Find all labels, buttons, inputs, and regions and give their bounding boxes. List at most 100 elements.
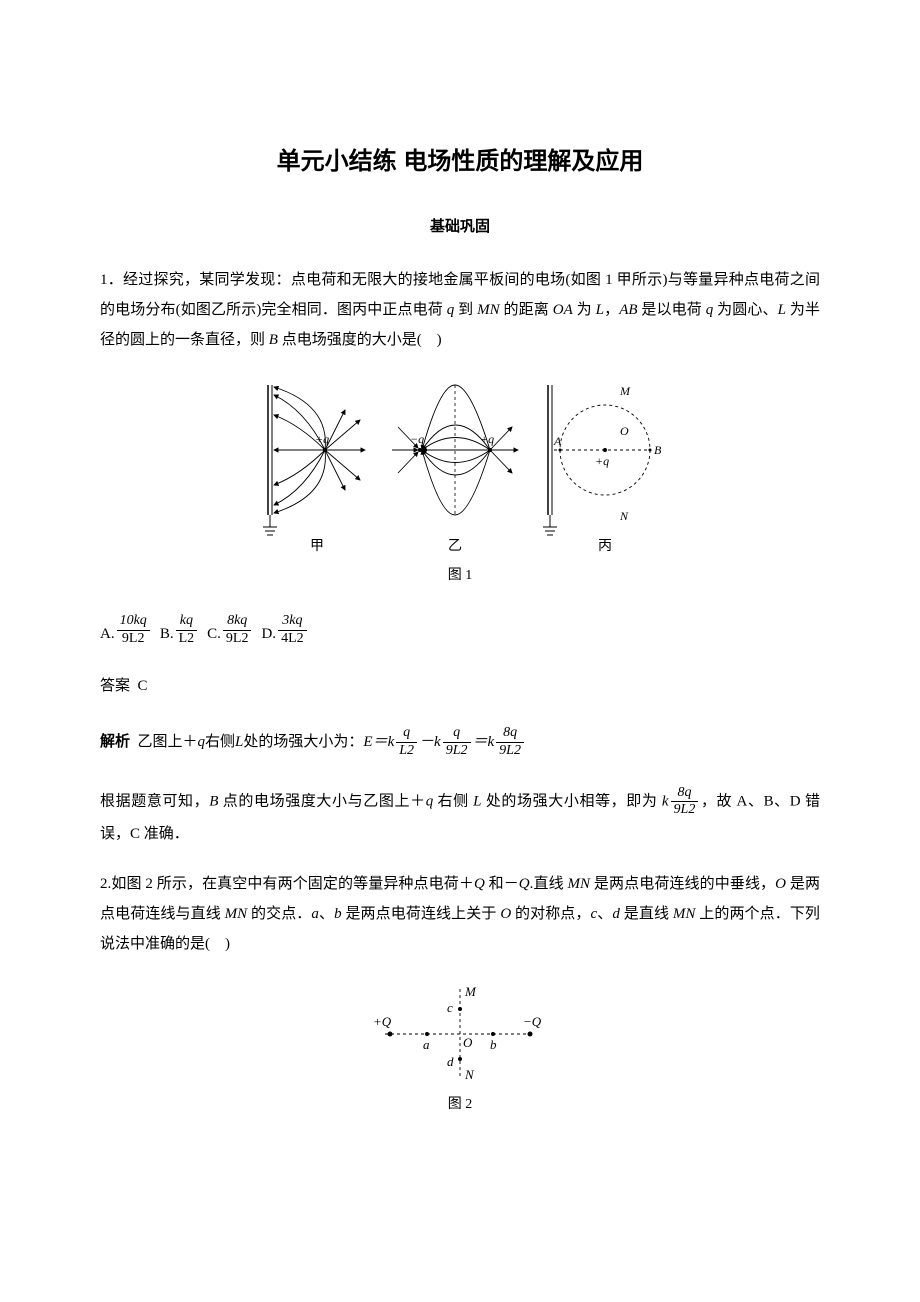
q2-d: d [612,906,620,922]
fig2-svg: +Q −Q M N c d a b O [365,984,555,1084]
option-d-num: 3kq [278,613,307,631]
q2-p9: 的对称点， [511,906,590,922]
q1-answer: 答案 C [100,673,820,700]
svg-text:丙: 丙 [598,539,612,554]
svg-text:c: c [447,1000,453,1015]
svg-text:N: N [619,509,629,523]
fig2-caption: 图 2 [100,1092,820,1117]
option-d-label: D. [261,621,276,648]
option-a-num: 10kq [117,613,150,631]
option-c-frac: 8kq 9L2 [223,613,252,648]
fig1-caption: 图 1 [100,563,820,588]
svg-text:N: N [464,1067,475,1082]
q2-p7: 、 [319,906,334,922]
q2-p8: 是两点电荷连线上关于 [342,906,501,922]
q2-a: a [311,906,319,922]
q1-p4: 为 [577,302,596,318]
q2-text: 2.如图 2 所示，在真空中有两个固定的等量异种点电荷＋Q 和－Q.直线 MN … [100,869,820,959]
q2-p10: 、 [597,906,612,922]
svg-text:A: A [553,434,562,448]
svg-text:b: b [490,1037,497,1052]
section-subtitle: 基础巩固 [100,213,820,240]
q1-analysis-p2: 根据题意可知，B 点的电场强度大小与乙图上＋q 右侧 L 处的场强大小相等，即为… [100,785,820,850]
q2-o2: O [500,906,511,922]
q1-text: 1．经过探究，某同学发现：点电荷和无限大的接地金属平板间的电场(如图 1 甲所示… [100,265,820,355]
option-d-frac: 3kq 4L2 [278,613,307,648]
answer-value: C [138,678,148,694]
fig1-svg: +q 甲 −q +q [250,380,670,555]
svg-text:M: M [619,384,631,398]
option-a-frac: 10kq 9L2 [117,613,150,648]
an-t5: 点的电场强度大小与乙图上＋ [218,793,425,809]
an-k: k [662,793,669,809]
q1-var-l2: L [778,302,786,318]
q1-var-ab: AB [619,302,637,318]
q2-p11: 是直线 [620,906,673,922]
q1-analysis: 解析 乙图上＋q 右侧 L 处的场强大小为：E＝kqL2－kq9L2＝k8q9L… [100,725,820,760]
q1-p2: 到 [454,302,477,318]
q1-p5: ， [604,302,619,318]
an-t7: 处的场强大小相等，即为 [481,793,661,809]
option-c: C. 8kq 9L2 [207,613,253,648]
option-c-num: 8kq [223,613,252,631]
option-b-num: kq [176,613,198,631]
svg-text:O: O [620,424,629,438]
q2-mn: MN [568,876,591,892]
svg-text:−q: −q [410,432,424,446]
q2-Q1: Q [474,876,485,892]
an-t6: 右侧 [433,793,473,809]
q2-p2: 和－ [485,876,519,892]
figure-2: +Q −Q M N c d a b O 图 2 [100,984,820,1117]
svg-text:B: B [654,443,662,457]
analysis-t2: 右侧 [205,729,235,756]
option-b: B. kq L2 [160,613,199,648]
q1-options: A. 10kq 9L2 B. kq L2 C. 8kq 9L2 D. 3kq 4… [100,613,820,648]
option-a: A. 10kq 9L2 [100,613,152,648]
an-minus: －k [419,729,441,756]
option-d: D. 3kq 4L2 [261,613,308,648]
option-c-label: C. [207,621,221,648]
q2-o: O [775,876,786,892]
an-f1: qL2 [396,725,417,760]
svg-text:−Q: −Q [523,1014,542,1029]
q2-mn3: MN [673,906,696,922]
option-d-den: 4L2 [278,631,307,648]
option-a-den: 9L2 [117,631,150,648]
analysis-t1: 乙图上＋ [138,729,198,756]
q1-var-l: L [596,302,604,318]
an-rf: 8q9L2 [671,785,699,820]
q1-var-oa: OA [553,302,573,318]
svg-text:+q: +q [480,432,494,446]
svg-text:+q: +q [595,454,609,468]
q1-p7: 为圆心、 [713,302,777,318]
an-l: L [235,729,243,756]
an-f2: q9L2 [443,725,471,760]
svg-text:d: d [447,1054,454,1069]
analysis-t3: 处的场强大小为： [243,729,363,756]
svg-text:乙: 乙 [448,538,462,554]
svg-text:a: a [423,1037,430,1052]
figure-1: +q 甲 −q +q [100,380,820,588]
page-title: 单元小结练 电场性质的理解及应用 [100,140,820,183]
option-b-frac: kq L2 [176,613,198,648]
option-a-label: A. [100,621,115,648]
q1-p6: 是以电荷 [638,302,706,318]
q2-p6: 的交点． [247,906,311,922]
q2-b: b [334,906,342,922]
option-c-den: 9L2 [223,631,252,648]
option-b-den: L2 [176,631,198,648]
q2-mn2: MN [225,906,248,922]
an-eq: E＝k [363,729,394,756]
an-eq2: ＝k [473,729,495,756]
q1-p9: 点电场强度的大小是( ) [278,332,442,348]
an-f3: 8q9L2 [496,725,524,760]
q1-var-mn: MN [477,302,500,318]
q2-p4: 是两点电荷连线的中垂线， [590,876,775,892]
q2-p3: .直线 [530,876,568,892]
option-b-label: B. [160,621,174,648]
q2-p1: 2.如图 2 所示，在真空中有两个固定的等量异种点电荷＋ [100,876,474,892]
an-t4: 根据题意可知， [100,793,209,809]
svg-text:O: O [463,1035,473,1050]
fig1-jia-caption: 甲 [310,539,324,554]
q1-var-b: B [269,332,278,348]
